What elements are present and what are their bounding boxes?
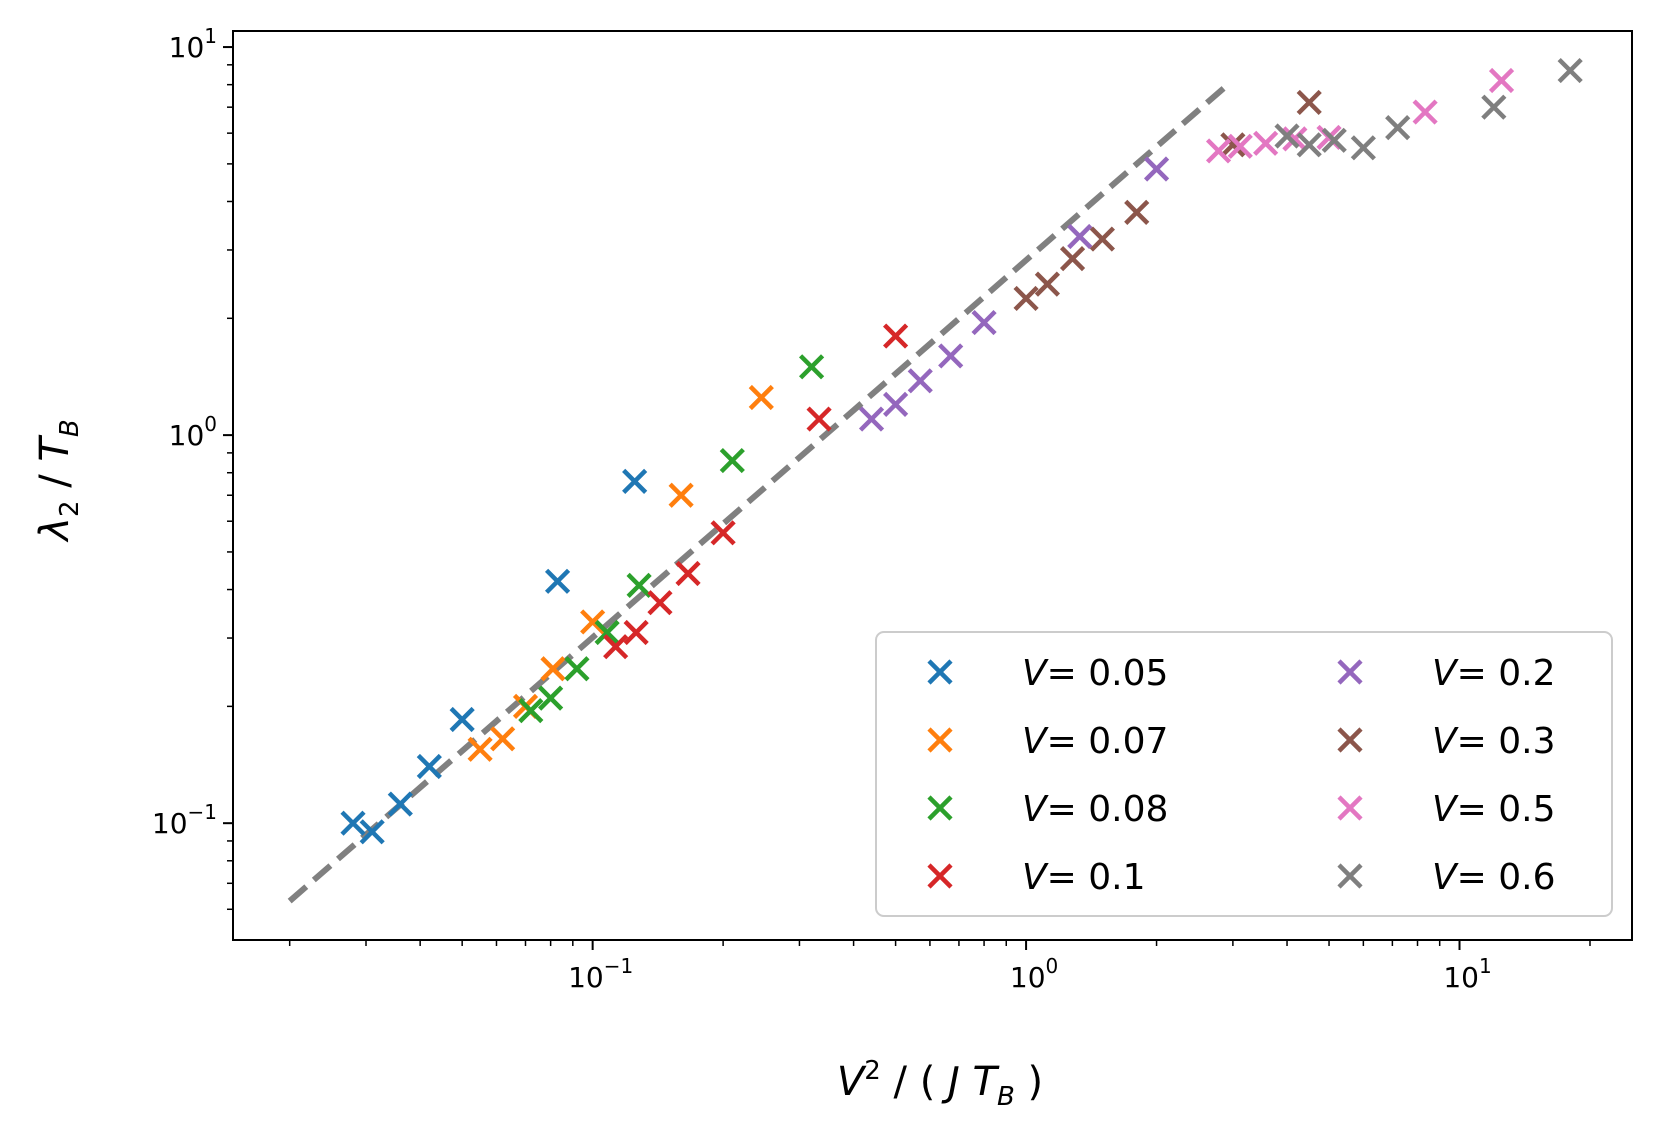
data-point [748, 384, 774, 411]
data-points-layer [340, 57, 1583, 845]
data-point [1253, 130, 1279, 156]
data-point [1481, 94, 1507, 120]
data-point [1321, 127, 1347, 153]
x-tick-label: 10−1 [568, 954, 633, 994]
data-point [719, 447, 745, 474]
data-point [594, 619, 620, 646]
data-point [1488, 67, 1515, 94]
data-point [938, 343, 964, 369]
data-point [564, 656, 590, 682]
data-point [603, 634, 629, 660]
data-point [623, 619, 649, 646]
y-axis-label: λ2 / TB [32, 419, 85, 542]
legend-marker [927, 863, 953, 889]
data-point [1412, 99, 1438, 125]
data-point [883, 391, 909, 417]
legend-marker [927, 795, 953, 821]
legend-label: V= 0.5 [1432, 789, 1556, 830]
legend-label: V= 0.05 [1022, 653, 1168, 694]
legend: V= 0.05 V= 0.07 V= 0.08 V= 0.1 V= 0.2 V= 0.3 V… [875, 631, 1613, 917]
x-tick-label: 100 [1010, 954, 1058, 994]
data-point [668, 482, 694, 508]
data-point [799, 354, 825, 380]
data-point [340, 810, 366, 836]
data-point [540, 656, 566, 682]
data-point [1385, 115, 1411, 141]
data-point [1089, 226, 1115, 252]
data-point [359, 819, 385, 845]
data-point [449, 706, 475, 733]
legend-label: V= 0.08 [1022, 789, 1168, 830]
data-point [490, 726, 516, 752]
x-tick-label: 101 [1443, 954, 1491, 994]
legend-label: V= 0.2 [1432, 653, 1556, 694]
data-point [806, 406, 832, 432]
data-point [1296, 132, 1322, 158]
data-point [1124, 199, 1150, 225]
fit-line [287, 82, 1230, 904]
axis-ticks-layer: 10−1 100 101 10−1 100 101 [152, 24, 1591, 994]
data-point [1220, 132, 1246, 158]
fit-line-layer [287, 82, 1230, 904]
legend-label: V= 0.1 [1022, 857, 1146, 898]
data-point [1034, 271, 1061, 297]
plot-area-frame [232, 30, 1633, 941]
data-point [416, 753, 442, 780]
data-point [1296, 89, 1322, 116]
legend-items: V= 0.05 V= 0.07 V= 0.08 V= 0.1 V= 0.2 V= 0.3 V… [927, 653, 1556, 898]
y-tick-label: 101 [169, 24, 217, 64]
data-point [1067, 223, 1093, 250]
data-point [626, 572, 652, 598]
data-point [467, 736, 493, 762]
legend-label: V= 0.07 [1022, 721, 1168, 762]
data-point [544, 568, 571, 594]
legend-marker [1337, 659, 1363, 685]
data-point [1205, 138, 1232, 164]
data-point [1143, 156, 1170, 182]
data-point [1059, 246, 1086, 272]
data-point [1013, 285, 1039, 312]
legend-marker [927, 727, 953, 753]
data-point [971, 309, 997, 336]
data-point [675, 560, 701, 587]
data-point [1350, 135, 1376, 161]
data-point [907, 368, 933, 394]
legend-marker [1337, 727, 1363, 753]
legend-marker [1337, 863, 1363, 889]
y-tick-label: 100 [169, 412, 217, 452]
data-point [1227, 133, 1253, 159]
legend-marker [927, 659, 953, 685]
legend-box [875, 631, 1613, 917]
data-point [518, 698, 544, 724]
data-point [858, 406, 885, 432]
data-point [1557, 57, 1583, 84]
legend-label: V= 0.6 [1432, 857, 1556, 898]
data-point [1282, 126, 1308, 152]
data-point [622, 468, 648, 494]
data-point [883, 323, 909, 349]
y-tick-label: 10−1 [152, 800, 217, 840]
data-point [1274, 123, 1300, 149]
legend-label: V= 0.3 [1432, 721, 1556, 762]
x-axis-label: V2 / ( J TB ) [837, 1056, 1043, 1112]
legend-marker [1337, 795, 1363, 821]
data-point [647, 590, 673, 616]
data-point [387, 791, 413, 817]
data-point [710, 520, 736, 546]
data-point [538, 685, 564, 711]
data-point [580, 609, 606, 635]
